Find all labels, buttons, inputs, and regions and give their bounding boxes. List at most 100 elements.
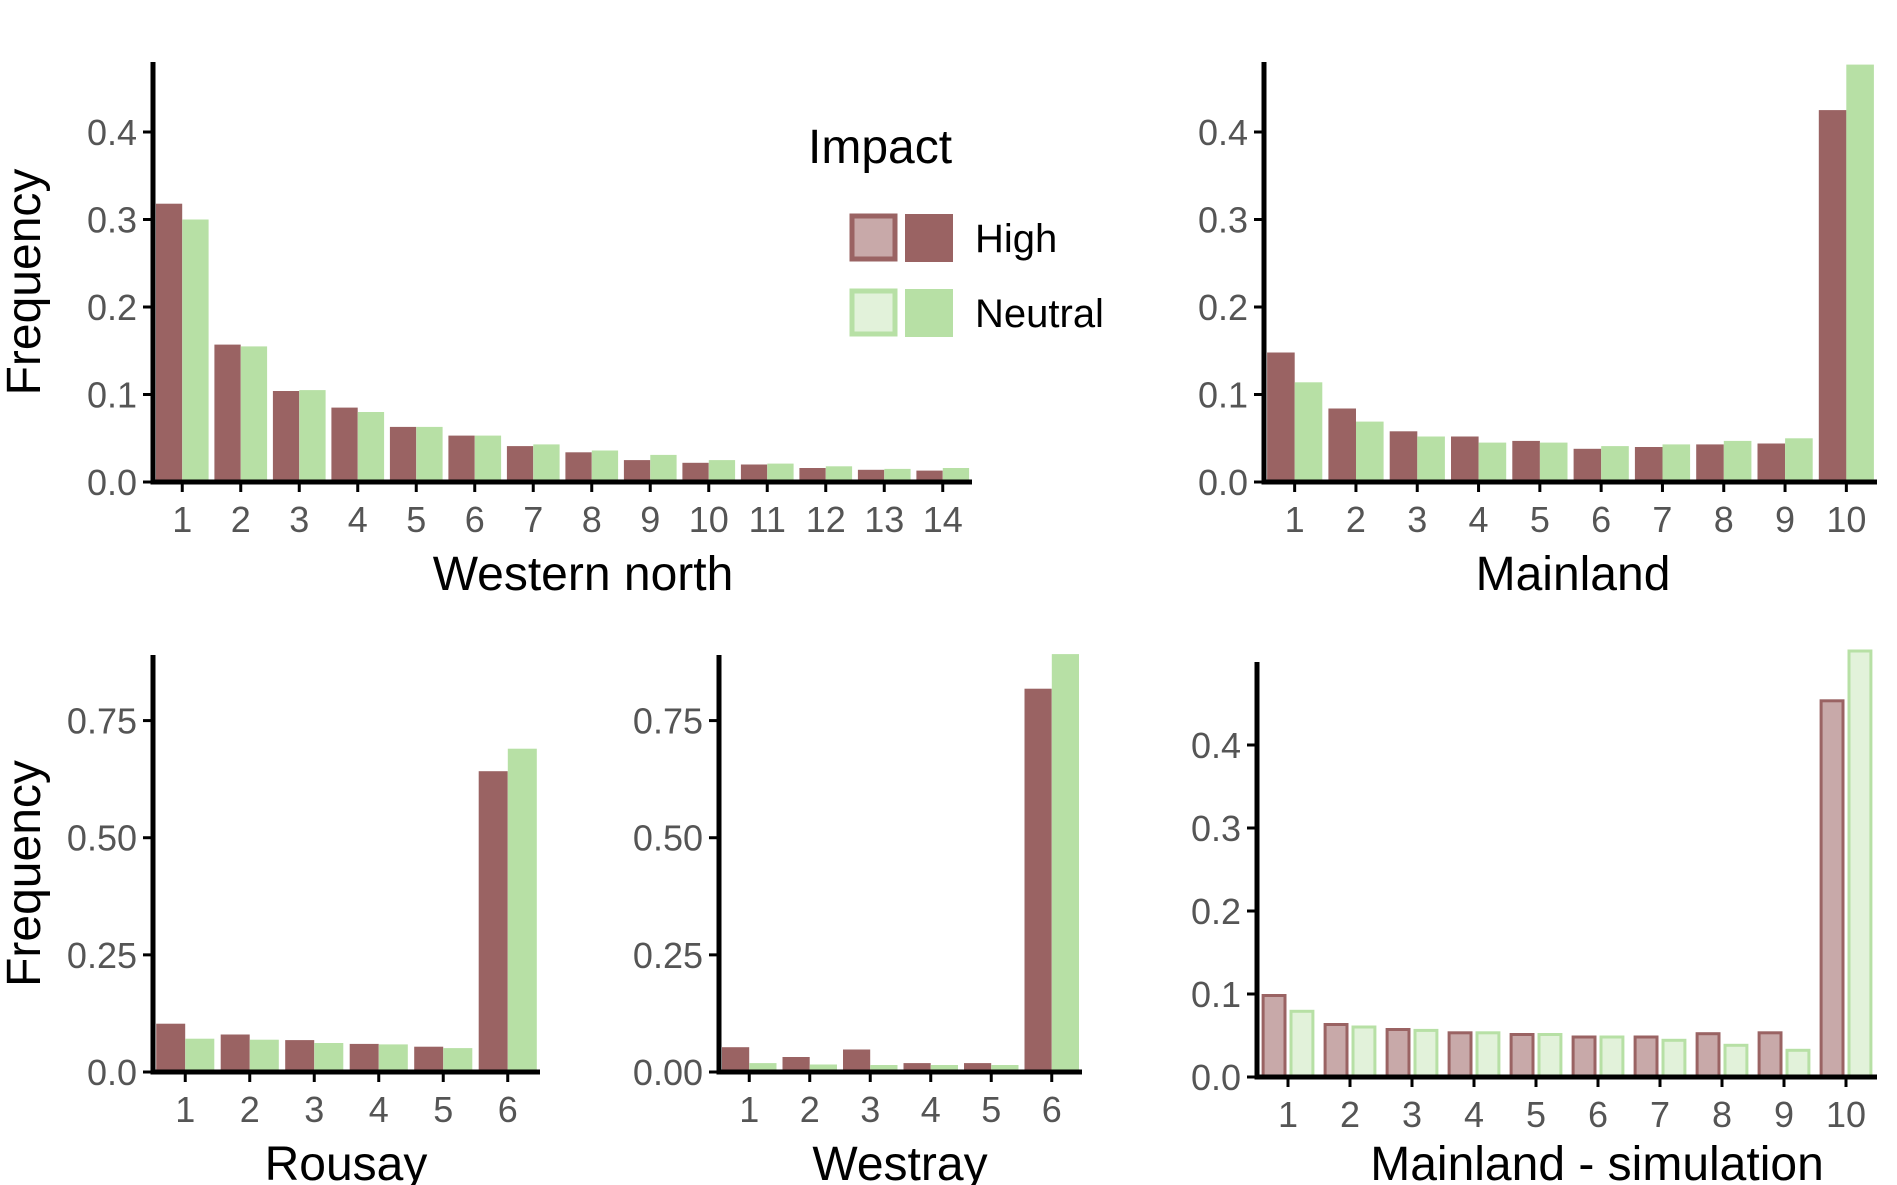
bar-neutral-4 [1475,1031,1501,1079]
bar-high-10 [1819,699,1845,1079]
legend-title: Impact [808,121,952,174]
bar-high-5 [964,1063,992,1072]
bar-high-11 [740,464,768,482]
y-axis-title: Frequency [0,760,51,987]
x-tick-label: 9 [640,499,660,540]
bar-neutral-6 [1599,1035,1625,1079]
bar-neutral-8 [1723,1043,1749,1079]
x-tick-label: 10 [1826,499,1866,540]
y-tick-label: 0.4 [1191,725,1241,766]
x-axis-title: Mainland [1476,548,1671,601]
x-tick-label: 4 [1464,1094,1484,1135]
bar-high-4 [331,407,358,482]
bar-neutral-3 [1413,1028,1439,1079]
x-tick-label: 1 [1285,499,1305,540]
bar-neutral-1 [749,1063,777,1072]
x-tick-label: 3 [860,1089,880,1130]
x-axis-title: Westray [812,1138,987,1185]
bar-high-2 [220,1034,250,1072]
bar-neutral-4 [357,412,385,482]
x-tick-label: 6 [498,1089,518,1130]
bar-high-3 [843,1049,871,1072]
bar-high-8 [1696,444,1724,482]
x-tick-label: 6 [465,499,485,540]
bar-neutral-6 [507,748,537,1072]
y-tick-label: 0.00 [633,1052,703,1093]
bar-neutral-10 [1847,649,1873,1079]
bar-neutral-3 [870,1065,898,1072]
bar-neutral-9 [650,454,677,482]
bar-neutral-13 [884,468,911,482]
bar-neutral-9 [1785,1048,1811,1079]
bar-high-6 [1571,1035,1597,1079]
legend-key-high-light [849,213,898,262]
bar-neutral-11 [767,463,794,482]
y-tick-label: 0.0 [87,462,137,503]
y-tick-label: 0.50 [67,818,137,859]
x-tick-label: 1 [172,499,192,540]
bar-high-2 [214,344,241,482]
bar-high-4 [903,1063,931,1072]
bar-high-10 [682,462,709,483]
bar-high-1 [156,1023,186,1072]
bar-high-3 [285,1040,315,1072]
panel-mainland: 0.0 0.1 0.2 0.3 0.4 1 2 3 4 5 6 7 8 9 10 Mainland [1198,62,1877,601]
x-tick-label: 7 [523,499,543,540]
bar-neutral-1 [185,1038,215,1072]
x-tick-label: 4 [348,499,368,540]
x-tick-label: 7 [1650,1094,1670,1135]
bar-high-5 [414,1046,444,1072]
bar-high-5 [1509,1033,1535,1079]
x-tick-label: 2 [800,1089,820,1130]
bar-neutral-8 [591,450,619,482]
bar-neutral-9 [1785,438,1813,483]
x-axis-title: Western north [433,548,734,601]
x-tick-label: 8 [1712,1094,1732,1135]
x-tick-label: 5 [433,1089,453,1130]
x-tick-label: 6 [1591,499,1611,540]
x-tick-label: 4 [1469,499,1489,540]
bar-high-14 [916,470,943,482]
bar-neutral-14 [942,468,970,482]
x-axis-title: Mainland - simulation [1370,1138,1824,1185]
y-axis-title: Frequency [0,169,51,396]
bar-high-4 [1451,436,1479,482]
bar-high-9 [1757,443,1786,482]
bar-high-7 [1633,1035,1659,1079]
y-tick-label: 0.3 [1191,808,1241,849]
bar-neutral-5 [1537,1033,1563,1079]
bar-high-6 [1024,688,1052,1072]
panel-rousay: 0.0 0.25 0.50 0.75 1 2 3 4 5 6 Rousay Frequency [0,655,540,1185]
x-tick-label: 12 [806,499,846,540]
bar-neutral-2 [809,1064,837,1072]
bar-high-2 [782,1057,810,1072]
bar-neutral-3 [314,1043,344,1072]
bar-high-7 [506,446,534,482]
x-tick-label: 9 [1775,499,1795,540]
bar-high-1 [155,203,183,482]
bar-high-12 [799,468,826,482]
bar-neutral-6 [474,435,502,482]
y-tick-label: 0.4 [1198,112,1248,153]
bar-neutral-10 [708,460,736,482]
bar-high-10 [1818,110,1847,482]
x-tick-label: 9 [1774,1094,1794,1135]
bar-neutral-12 [825,466,853,483]
x-tick-label: 1 [739,1089,759,1130]
x-tick-label: 2 [1346,499,1366,540]
bar-neutral-3 [299,390,326,482]
x-tick-label: 2 [1340,1094,1360,1135]
y-tick-label: 0.25 [633,935,703,976]
bar-high-4 [349,1043,379,1072]
x-axis-title: Rousay [265,1138,428,1185]
bar-high-8 [1695,1032,1721,1079]
x-tick-label: 14 [923,499,963,540]
bar-high-6 [478,771,508,1072]
x-tick-label: 2 [240,1089,260,1130]
bar-neutral-7 [1661,1038,1687,1079]
bar-high-4 [1447,1031,1473,1079]
bar-neutral-4 [930,1065,958,1072]
x-tick-label: 11 [749,499,786,540]
x-tick-label: 10 [1826,1094,1866,1135]
